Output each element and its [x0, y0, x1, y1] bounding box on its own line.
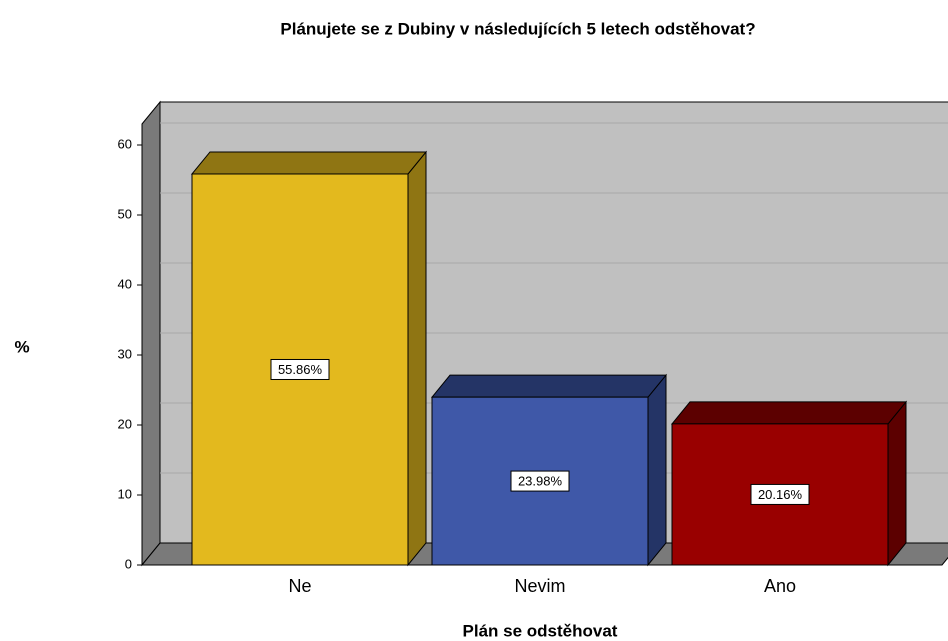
bar-top — [670, 401, 908, 425]
value-label-box — [510, 470, 570, 492]
x-tick-label: Ne — [288, 576, 311, 596]
side-wall — [141, 100, 161, 567]
bar-side — [647, 373, 667, 567]
x-tick-label: Ano — [764, 576, 796, 596]
bar-top — [190, 151, 428, 175]
y-axis-label: % — [14, 337, 29, 356]
y-tick-label: 30 — [118, 346, 132, 361]
value-label-box — [750, 483, 810, 505]
bar-side — [887, 400, 907, 567]
value-label-box — [270, 358, 330, 380]
x-axis-label: Plán se odstěhovat — [463, 621, 618, 640]
y-tick-label: 0 — [125, 556, 132, 571]
value-label: 23.98% — [518, 474, 563, 489]
bar-side — [407, 150, 427, 567]
y-tick-label: 50 — [118, 206, 132, 221]
y-tick-label: 40 — [118, 276, 132, 291]
bar-top — [430, 374, 668, 398]
y-tick-label: 20 — [118, 416, 132, 431]
x-tick-label: Nevim — [514, 576, 565, 596]
chart-title: Plánujete se z Dubiny v následujících 5 … — [280, 19, 755, 38]
y-tick-label: 60 — [118, 136, 132, 151]
value-label: 20.16% — [758, 487, 803, 502]
value-label: 55.86% — [278, 362, 323, 377]
y-tick-label: 10 — [118, 486, 132, 501]
